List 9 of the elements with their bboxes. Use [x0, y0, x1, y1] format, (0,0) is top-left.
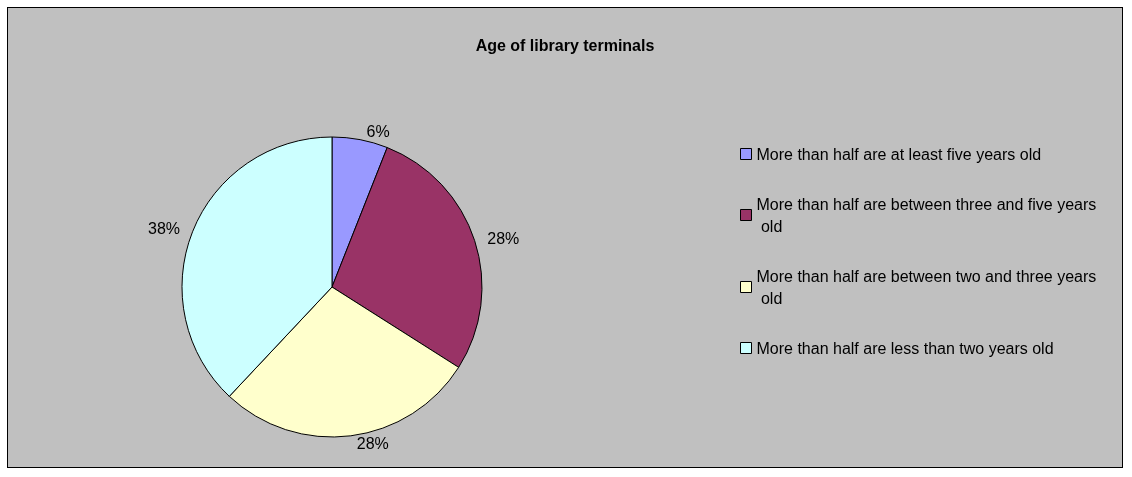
- chart-title: Age of library terminals: [475, 36, 655, 54]
- data-label: 6%: [366, 123, 390, 141]
- legend-label: More than half are at least five years old: [756, 145, 1042, 163]
- data-label: 28%: [356, 435, 389, 453]
- legend-label: More than half are between two and three years old: [756, 267, 1097, 307]
- data-label: 28%: [487, 229, 520, 247]
- legend-label: More than half are less than two years old: [756, 339, 1054, 357]
- data-label: 38%: [148, 220, 181, 238]
- legend-label: More than half are between three and five years old: [756, 195, 1097, 235]
